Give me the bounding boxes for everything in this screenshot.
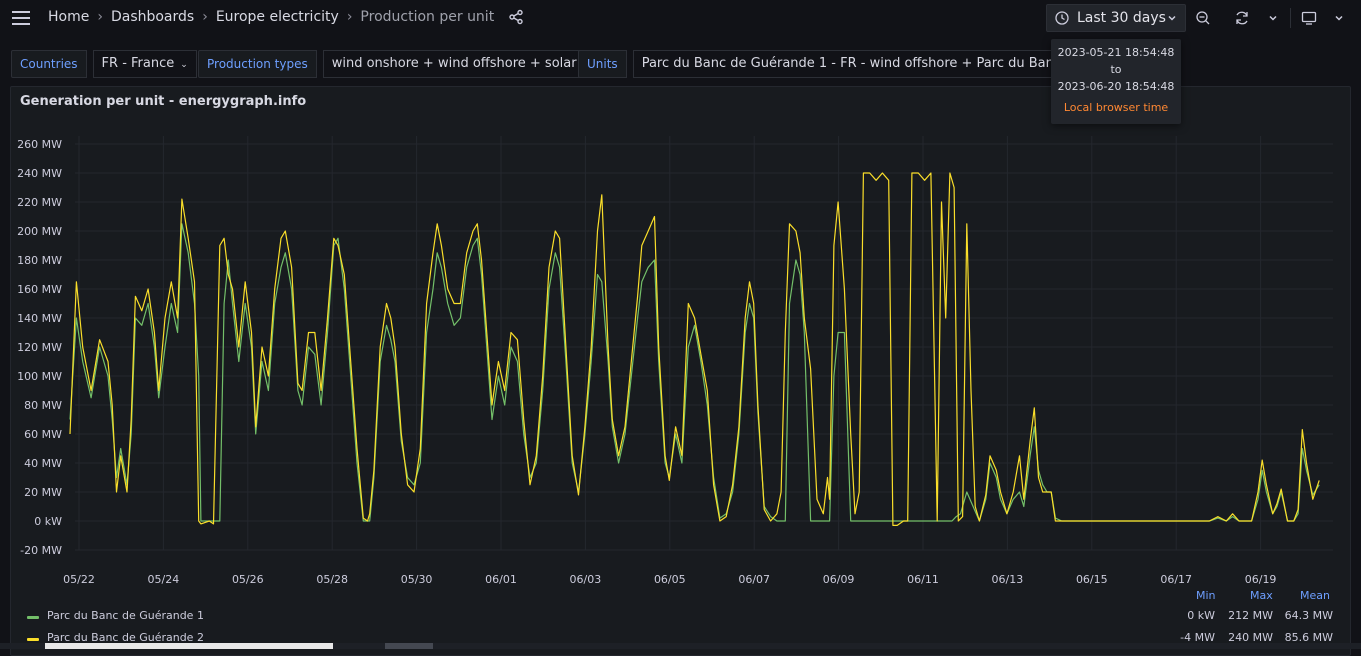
legend-min: -4 MW xyxy=(1180,631,1215,644)
legend-min: 0 kW xyxy=(1187,609,1215,622)
series-line-1[interactable] xyxy=(69,223,1320,522)
time-from: 2023-05-21 18:54:48 xyxy=(1057,46,1175,59)
page-title: Production per unit xyxy=(360,9,495,25)
menu-icon[interactable] xyxy=(12,11,30,25)
breadcrumb-separator: › xyxy=(202,9,208,25)
x-tick-label: 06/19 xyxy=(1245,573,1277,586)
legend-header-max[interactable]: Max xyxy=(1250,589,1273,602)
time-to-word: to xyxy=(1110,63,1122,76)
legend-series-name: Parc du Banc de Guérande 1 xyxy=(47,609,204,622)
clock-icon xyxy=(1055,11,1069,25)
variable-label: Units xyxy=(578,50,627,78)
timezone-label: Local browser time xyxy=(1063,101,1169,114)
zoom-out-icon[interactable] xyxy=(1193,8,1213,28)
countries-value: FR - France xyxy=(101,56,175,71)
breadcrumb-separator: › xyxy=(346,9,353,25)
x-tick-label: 05/26 xyxy=(232,573,264,586)
legend-max: 240 MW xyxy=(1228,631,1273,644)
x-tick-label: 06/07 xyxy=(738,573,770,586)
time-range-picker-button[interactable]: Last 30 days xyxy=(1046,4,1186,32)
y-tick-label: 200 MW xyxy=(17,225,62,238)
chevron-down-icon[interactable] xyxy=(1263,8,1283,28)
y-tick-label: 240 MW xyxy=(17,167,62,180)
countries-select[interactable]: FR - France ⌄ xyxy=(92,50,197,78)
share-icon[interactable] xyxy=(508,9,524,25)
legend-header-mean[interactable]: Mean xyxy=(1300,589,1330,602)
x-tick-label: 05/28 xyxy=(316,573,348,586)
y-tick-label: 220 MW xyxy=(17,196,62,209)
x-tick-label: 06/11 xyxy=(907,573,939,586)
x-tick-label: 06/15 xyxy=(1076,573,1108,586)
top-navbar: Home › Dashboards › Europe electricity ›… xyxy=(0,0,1361,36)
x-tick-label: 05/22 xyxy=(63,573,95,586)
y-tick-label: 60 MW xyxy=(24,428,62,441)
y-tick-label: 260 MW xyxy=(17,138,62,151)
x-tick-label: 06/05 xyxy=(654,573,686,586)
y-tick-label: 160 MW xyxy=(17,283,62,296)
x-tick-label: 06/09 xyxy=(823,573,855,586)
legend-row[interactable]: Parc du Banc de Guérande 2 -4 MW 240 MW … xyxy=(27,630,1337,648)
panel-title[interactable]: Generation per unit - energygraph.info xyxy=(20,94,307,109)
y-tick-label: 180 MW xyxy=(17,254,62,267)
chevron-down-icon: ⌄ xyxy=(180,60,188,70)
y-tick-label: 120 MW xyxy=(17,341,62,354)
legend-series-name: Parc du Banc de Guérande 2 xyxy=(47,631,204,644)
x-tick-label: 06/03 xyxy=(570,573,602,586)
x-tick-label: 06/13 xyxy=(992,573,1024,586)
variable-countries: Countries FR - France ⌄ xyxy=(11,50,197,78)
y-tick-label: 140 MW xyxy=(17,312,62,325)
tv-mode-icon[interactable] xyxy=(1299,8,1319,28)
time-to: 2023-06-20 18:54:48 xyxy=(1057,80,1175,93)
variable-production-types: Production types wind onshore + wind off… xyxy=(198,50,600,78)
series-line-2[interactable] xyxy=(69,172,1320,526)
x-tick-label: 06/17 xyxy=(1160,573,1192,586)
y-tick-label: 80 MW xyxy=(24,399,62,412)
breadcrumb-separator: › xyxy=(97,9,103,25)
panel-generation-per-unit: Generation per unit - energygraph.info 2… xyxy=(10,86,1351,656)
toolbar-divider xyxy=(1290,8,1291,28)
taskbar-strip xyxy=(0,643,1361,649)
taskbar-item xyxy=(45,643,333,649)
breadcrumb-dashboards[interactable]: Dashboards xyxy=(110,9,195,25)
breadcrumb-home[interactable]: Home xyxy=(48,9,90,25)
units-value: Parc du Banc de Guérande 1 - FR - wind o… xyxy=(641,56,1086,71)
production-types-select[interactable]: wind onshore + wind offshore + solar⌄ xyxy=(322,50,600,78)
legend-max: 212 MW xyxy=(1228,609,1273,622)
taskbar-item xyxy=(385,643,433,649)
y-tick-label: 40 MW xyxy=(24,457,62,470)
x-tick-label: 05/30 xyxy=(401,573,433,586)
variable-label: Production types xyxy=(198,50,317,78)
chevron-down-icon xyxy=(1168,15,1176,21)
legend-header-min[interactable]: Min xyxy=(1196,589,1216,602)
x-tick-label: 06/01 xyxy=(485,573,517,586)
production-types-value: wind onshore + wind offshore + solar xyxy=(331,56,577,71)
time-range-tooltip: 2023-05-21 18:54:48 to 2023-06-20 18:54:… xyxy=(1051,39,1181,124)
y-tick-label: 0 kW xyxy=(34,515,62,528)
legend-swatch xyxy=(27,616,39,619)
variable-units: Units Parc du Banc de Guérande 1 - FR - … xyxy=(578,50,1095,78)
y-tick-label: 100 MW xyxy=(17,370,62,383)
legend-row[interactable]: Parc du Banc de Guérande 1 0 kW 212 MW 6… xyxy=(27,608,1337,626)
y-tick-label: -20 MW xyxy=(20,544,62,557)
time-range-label: Last 30 days xyxy=(1077,10,1166,26)
breadcrumb: Home › Dashboards › Europe electricity ›… xyxy=(48,9,524,25)
legend-mean: 85.6 MW xyxy=(1284,631,1333,644)
timeseries-chart[interactable]: 260 MW 240 MW 220 MW 200 MW 180 MW 160 MW 140 … xyxy=(11,87,1350,587)
chevron-down-icon[interactable] xyxy=(1329,8,1349,28)
variable-label: Countries xyxy=(11,50,87,78)
refresh-icon[interactable] xyxy=(1232,8,1252,28)
y-tick-label: 20 MW xyxy=(24,486,62,499)
legend-swatch xyxy=(27,638,39,641)
units-select[interactable]: Parc du Banc de Guérande 1 - FR - wind o… xyxy=(632,50,1095,78)
x-tick-label: 05/24 xyxy=(148,573,180,586)
legend-mean: 64.3 MW xyxy=(1284,609,1333,622)
breadcrumb-folder[interactable]: Europe electricity xyxy=(215,9,339,25)
